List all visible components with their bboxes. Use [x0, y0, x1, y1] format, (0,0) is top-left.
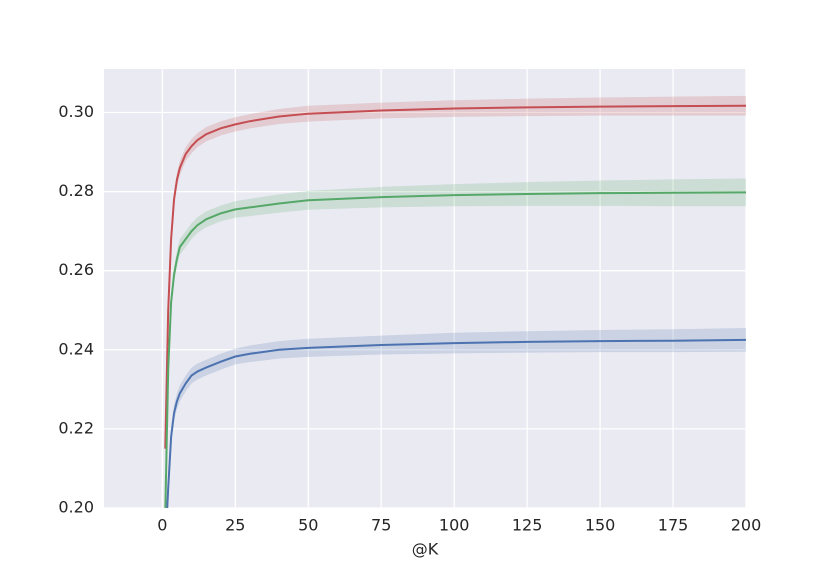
- y-tick-label: 0.30: [58, 102, 94, 121]
- grid: [104, 69, 747, 509]
- x-tick-label: 175: [658, 516, 689, 535]
- x-tick-label: 150: [585, 516, 616, 535]
- y-tick-label: 0.28: [58, 181, 94, 200]
- marks: [164, 95, 746, 508]
- confidence-band: [165, 95, 746, 457]
- x-tick-label: 75: [371, 516, 391, 535]
- x-tick-label: 125: [512, 516, 543, 535]
- x-tick-label: 200: [731, 516, 762, 535]
- series-line: [166, 338, 746, 508]
- series-line: [164, 191, 746, 508]
- x-tick-label: 50: [298, 516, 318, 535]
- y-tick-label: 0.24: [58, 339, 94, 358]
- y-tick-label: 0.22: [58, 418, 94, 437]
- x-tick-label: 100: [439, 516, 470, 535]
- confidence-band: [166, 328, 746, 508]
- x-tick-label: 25: [225, 516, 245, 535]
- x-tick-label: 0: [157, 516, 167, 535]
- plot-area: [104, 69, 746, 508]
- x-axis-label: @K: [412, 540, 439, 559]
- confidence-band: [165, 178, 746, 508]
- y-tick-label: 0.26: [58, 260, 94, 279]
- series-line: [164, 104, 746, 449]
- y-tick-label: 0.20: [58, 498, 94, 517]
